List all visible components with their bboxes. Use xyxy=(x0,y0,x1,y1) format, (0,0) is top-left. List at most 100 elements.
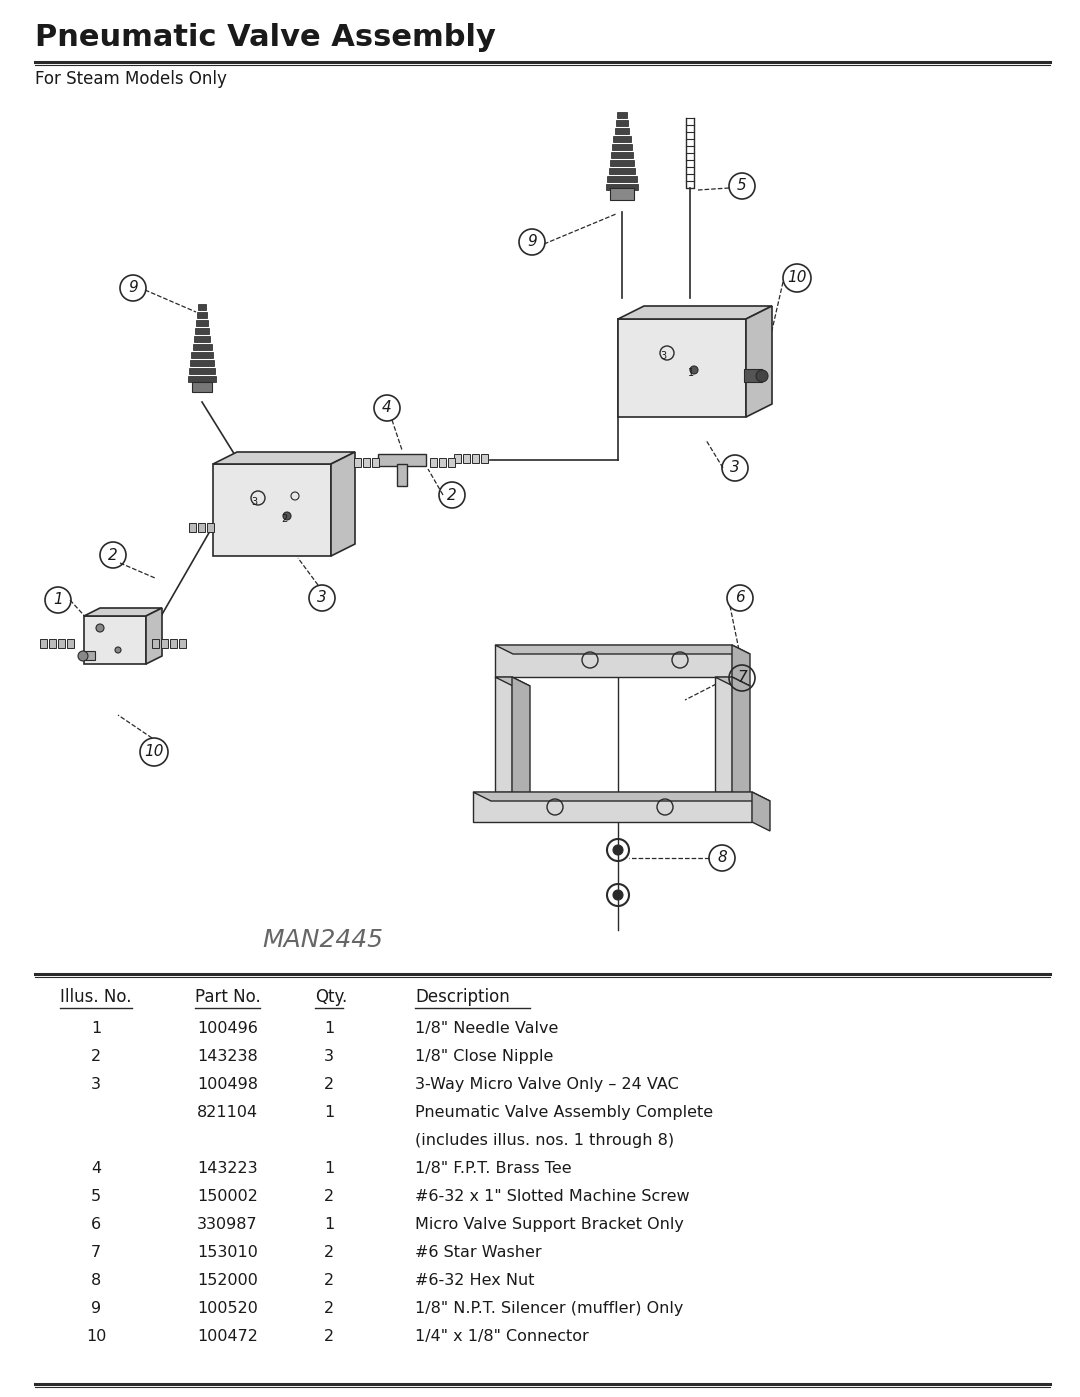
Circle shape xyxy=(613,845,623,855)
Bar xyxy=(448,458,455,467)
Text: 10: 10 xyxy=(145,745,164,760)
Polygon shape xyxy=(84,608,162,616)
Bar xyxy=(207,522,214,532)
Text: Pneumatic Valve Assembly Complete: Pneumatic Valve Assembly Complete xyxy=(415,1105,713,1120)
Bar xyxy=(161,638,168,648)
Bar xyxy=(615,129,630,134)
Text: 9: 9 xyxy=(527,235,537,250)
Text: 1/8" F.P.T. Brass Tee: 1/8" F.P.T. Brass Tee xyxy=(415,1161,571,1176)
Bar xyxy=(170,638,177,648)
Circle shape xyxy=(96,624,104,631)
Bar xyxy=(378,454,426,467)
Bar xyxy=(610,161,634,166)
Bar xyxy=(612,144,632,149)
Bar xyxy=(363,458,370,467)
Bar xyxy=(179,638,186,648)
Text: 1/8" Close Nipple: 1/8" Close Nipple xyxy=(415,1049,553,1065)
Polygon shape xyxy=(213,464,330,556)
Text: 1: 1 xyxy=(53,592,63,608)
Text: Illus. No.: Illus. No. xyxy=(60,988,132,1006)
Text: Micro Valve Support Bracket Only: Micro Valve Support Bracket Only xyxy=(415,1217,684,1232)
Text: 1/4" x 1/8" Connector: 1/4" x 1/8" Connector xyxy=(415,1329,589,1344)
Text: 2: 2 xyxy=(281,514,287,524)
Polygon shape xyxy=(752,792,770,831)
Polygon shape xyxy=(213,453,355,464)
Bar xyxy=(430,458,437,467)
Text: 153010: 153010 xyxy=(197,1245,258,1260)
Bar xyxy=(610,189,634,200)
Polygon shape xyxy=(618,306,772,319)
Bar xyxy=(195,320,208,326)
Text: 6: 6 xyxy=(735,591,745,605)
Bar xyxy=(481,454,488,462)
Text: 2: 2 xyxy=(91,1049,102,1065)
Text: 152000: 152000 xyxy=(197,1273,258,1288)
Text: 2: 2 xyxy=(324,1077,334,1092)
Polygon shape xyxy=(495,645,750,654)
Text: 100472: 100472 xyxy=(197,1329,258,1344)
Text: 5: 5 xyxy=(738,179,747,194)
Text: 1: 1 xyxy=(324,1217,334,1232)
Bar xyxy=(40,638,48,648)
Text: 1: 1 xyxy=(91,1021,102,1037)
Bar xyxy=(354,458,361,467)
Bar xyxy=(191,352,213,358)
Text: 3: 3 xyxy=(730,461,740,475)
Bar xyxy=(609,168,635,175)
Bar xyxy=(607,176,636,182)
Text: Pneumatic Valve Assembly: Pneumatic Valve Assembly xyxy=(35,22,496,52)
Polygon shape xyxy=(330,453,355,556)
Bar xyxy=(198,305,206,310)
Text: 2: 2 xyxy=(108,548,118,563)
Bar xyxy=(58,638,65,648)
Text: 100498: 100498 xyxy=(197,1077,258,1092)
Polygon shape xyxy=(715,678,750,686)
Polygon shape xyxy=(146,608,162,664)
Text: 3: 3 xyxy=(660,351,666,360)
Bar xyxy=(616,120,629,126)
Circle shape xyxy=(613,890,623,900)
Bar xyxy=(472,454,480,462)
Polygon shape xyxy=(473,792,752,821)
Polygon shape xyxy=(495,678,512,792)
Text: 4: 4 xyxy=(91,1161,102,1176)
Polygon shape xyxy=(473,792,770,800)
Text: 1/8" Needle Valve: 1/8" Needle Valve xyxy=(415,1021,558,1037)
Text: 1: 1 xyxy=(324,1021,334,1037)
Text: 3: 3 xyxy=(324,1049,334,1065)
Polygon shape xyxy=(732,678,750,800)
Bar xyxy=(192,381,212,393)
Text: 9: 9 xyxy=(91,1301,102,1316)
Text: #6 Star Washer: #6 Star Washer xyxy=(415,1245,542,1260)
Text: 2: 2 xyxy=(324,1189,334,1204)
Polygon shape xyxy=(512,678,530,800)
Text: 8: 8 xyxy=(91,1273,102,1288)
Text: 4: 4 xyxy=(382,401,392,415)
Polygon shape xyxy=(715,678,732,792)
Text: For Steam Models Only: For Steam Models Only xyxy=(35,70,227,88)
Bar xyxy=(67,638,75,648)
Text: 1: 1 xyxy=(324,1161,334,1176)
Text: 1: 1 xyxy=(324,1105,334,1120)
Text: Part No.: Part No. xyxy=(195,988,260,1006)
Bar xyxy=(194,328,210,334)
Circle shape xyxy=(756,370,768,381)
Circle shape xyxy=(690,366,698,374)
Text: 2: 2 xyxy=(324,1301,334,1316)
Text: 100520: 100520 xyxy=(197,1301,258,1316)
Text: 2: 2 xyxy=(447,488,457,503)
Text: 3: 3 xyxy=(91,1077,102,1092)
Bar xyxy=(397,464,407,486)
Text: 100496: 100496 xyxy=(197,1021,258,1037)
Bar xyxy=(606,184,638,190)
Text: 10: 10 xyxy=(787,271,807,285)
Text: 3: 3 xyxy=(318,591,327,605)
Text: 10: 10 xyxy=(85,1329,106,1344)
Bar xyxy=(617,112,627,117)
Bar xyxy=(438,458,446,467)
Text: 7: 7 xyxy=(738,671,747,686)
Bar xyxy=(49,638,56,648)
Text: 1: 1 xyxy=(688,367,694,379)
Text: 7: 7 xyxy=(91,1245,102,1260)
Text: 150002: 150002 xyxy=(197,1189,258,1204)
